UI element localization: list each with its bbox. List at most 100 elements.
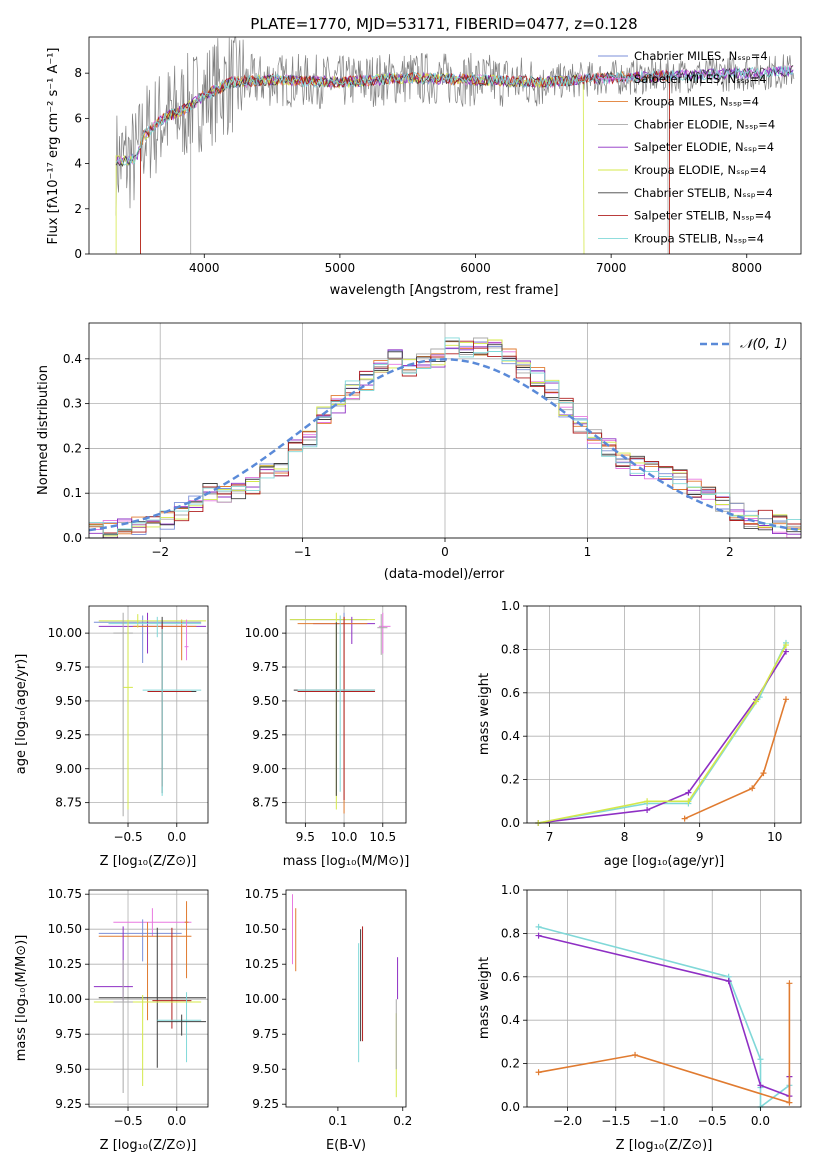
x-tick-label: 6000 [460, 261, 491, 275]
mass-weight-point [782, 642, 789, 649]
y-tick-label: 9.25 [55, 1097, 82, 1111]
mass-weight-point [757, 1082, 764, 1089]
legend-label: Kroupa STELIB, Nₛₛₚ=4 [634, 231, 764, 245]
mass-weight-point [782, 696, 789, 703]
y-tick-label: 0.6 [501, 686, 520, 700]
x-tick-label: 4000 [189, 261, 220, 275]
residual-histogram-series [89, 337, 801, 535]
y-tick-label: 9.50 [252, 694, 279, 708]
y-tick-label: 10.75 [245, 887, 279, 901]
mass-weight-point [786, 980, 793, 987]
spectrum-panel: PLATE=1770, MJD=53171, FIBERID=0477, z=0… [46, 15, 802, 298]
x-tick-label: 0.0 [167, 1114, 186, 1128]
x-tick-label: 0.1 [328, 1114, 347, 1128]
y-tick-label: 0.4 [501, 729, 520, 743]
z-age-axes-frame [88, 605, 209, 824]
y-tick-label: 10.00 [245, 626, 279, 640]
y-tick-label: 0.3 [63, 397, 82, 411]
spectrum-legend: Chabrier MILES, Nₛₛₚ=4 Salpeter MILES, Nₛ… [598, 49, 775, 245]
z-mass-ylabel: mass [log₁₀(M/M⊙)] [14, 935, 29, 1062]
y-tick-label: 0.2 [501, 773, 520, 787]
x-tick-label: 1 [584, 545, 592, 559]
residual-legend: 𝒩(0, 1) [700, 337, 787, 352]
x-tick-label: 0.0 [167, 830, 186, 844]
mass-weight-point [725, 978, 732, 985]
legend-label: Kroupa MILES, Nₛₛₚ=4 [634, 95, 759, 109]
mass-weight-point [782, 648, 789, 655]
age-weight-axes-frame [526, 605, 802, 824]
y-tick-label: 9.75 [55, 660, 82, 674]
x-tick-label: 8000 [731, 261, 762, 275]
x-tick-label: 9.5 [296, 830, 315, 844]
y-tick-label: 9.50 [55, 1062, 82, 1076]
residual-xlabel: (data-model)/error [384, 567, 505, 582]
mass-weight-point [752, 698, 759, 705]
y-tick-label: 0.2 [501, 1057, 520, 1071]
y-tick-label: 1.0 [501, 599, 520, 613]
model-spectrum-line [115, 65, 794, 166]
y-tick-label: 9.00 [55, 762, 82, 776]
x-tick-label: 0.0 [751, 1114, 770, 1128]
y-tick-label: 0.6 [501, 970, 520, 984]
z-weight-panel: −2.0 −1.5 −1.0 −0.5 0.0 0.0 0.2 0.4 0.6 0.8 1.0 Z … [477, 883, 802, 1153]
mass-weight-series [538, 642, 787, 824]
mass-age-axes-frame [285, 605, 407, 824]
x-tick-label: 10.5 [369, 830, 396, 844]
y-tick-label: 0 [74, 247, 82, 261]
z-mass-axes-frame [88, 889, 209, 1108]
mass-weight-point [632, 1051, 639, 1058]
y-tick-label: 0.0 [63, 531, 82, 545]
age-weight-panel: 7 8 9 10 0.0 0.2 0.4 0.6 0.8 1.0 age [log₁₀(age/y… [477, 599, 802, 869]
legend-label: Chabrier ELODIE, Nₛₛₚ=4 [634, 117, 775, 131]
observed-spectrum-line [115, 36, 795, 216]
z-mass-xlabel: Z [log₁₀(Z/Z⊙)] [100, 1138, 197, 1153]
y-tick-label: 10.50 [48, 922, 82, 936]
x-tick-label: 10 [767, 830, 782, 844]
mass-weight-point [535, 1069, 542, 1076]
mass-weight-point [681, 815, 688, 822]
y-tick-label: 0.1 [63, 486, 82, 500]
ebv-mass-xlabel: E(B-V) [326, 1138, 366, 1153]
mass-weight-point [644, 798, 651, 805]
y-tick-label: 10.25 [245, 957, 279, 971]
mass-weight-series [538, 983, 791, 1104]
age-weight-ylabel: mass weight [477, 673, 492, 755]
y-tick-label: 10.75 [48, 887, 82, 901]
mass-weight-point [535, 932, 542, 939]
y-tick-label: 10.00 [48, 992, 82, 1006]
y-tick-label: 0.4 [63, 352, 82, 366]
z-weight-ylabel: mass weight [477, 957, 492, 1039]
spectrum-xlabel: wavelength [Angstrom, rest frame] [330, 283, 559, 298]
y-tick-label: 10.50 [245, 922, 279, 936]
z-age-ylabel: age [log₁₀(age/yr)] [14, 654, 29, 775]
y-tick-label: 8 [74, 66, 82, 80]
z-age-xlabel: Z [log₁₀(Z/Z⊙)] [100, 854, 197, 869]
x-tick-label: −1.0 [649, 1114, 678, 1128]
normal-legend-label: 𝒩(0, 1) [740, 337, 787, 352]
z-mass-panel: −0.5 0.09.259.509.7510.0010.2510.5010.75 … [14, 887, 209, 1153]
y-tick-label: 0.4 [501, 1013, 520, 1027]
x-tick-label: 10.0 [331, 830, 358, 844]
x-tick-label: 5000 [325, 261, 356, 275]
x-tick-label: 7 [546, 830, 554, 844]
y-tick-label: 9.25 [252, 1097, 279, 1111]
x-tick-label: 2 [726, 545, 734, 559]
z-age-panel: −0.5 0.0 8.75 9.00 9.25 9.50 9.75 10.00 Z [log₁… [14, 605, 209, 869]
y-tick-label: 9.50 [55, 694, 82, 708]
y-tick-label: 8.75 [55, 796, 82, 810]
x-tick-label: −0.5 [113, 1114, 142, 1128]
spectrum-axes-frame [88, 36, 802, 255]
normal-curve [88, 358, 802, 532]
y-tick-label: 9.00 [252, 762, 279, 776]
mass-weight-series [684, 699, 787, 820]
y-tick-label: 9.25 [55, 728, 82, 742]
mass-weight-series [538, 644, 787, 824]
mass-weight-point [760, 770, 767, 777]
mass-age-xlabel: mass [log₁₀(M/M⊙)] [283, 854, 410, 869]
legend-label: Chabrier MILES, Nₛₛₚ=4 [634, 49, 768, 63]
y-tick-label: 9.75 [55, 1027, 82, 1041]
y-tick-label: 9.50 [252, 1062, 279, 1076]
y-tick-label: 0.0 [501, 816, 520, 830]
mass-weight-point [757, 1056, 764, 1063]
